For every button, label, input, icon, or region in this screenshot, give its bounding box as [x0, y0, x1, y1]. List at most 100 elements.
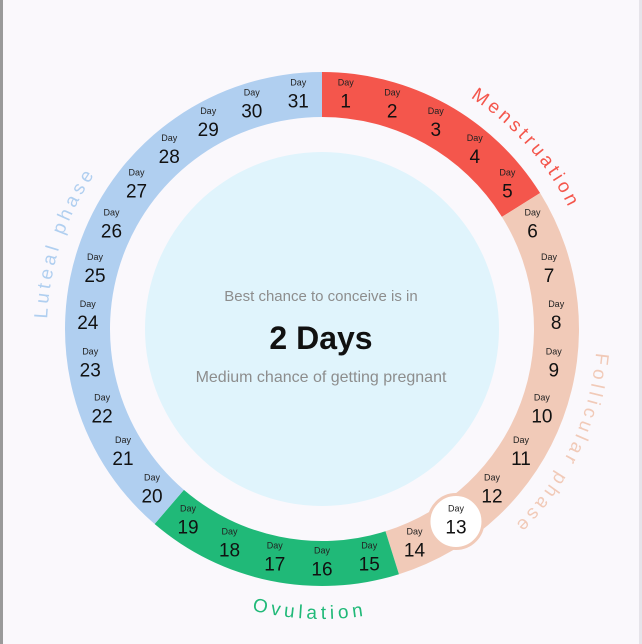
day-marker-31[interactable]: Day 31	[288, 78, 309, 113]
phase-segment-follicular	[385, 193, 579, 575]
day-marker-14[interactable]: Day 14	[404, 526, 426, 561]
day-marker-19[interactable]: Day 19	[177, 503, 198, 538]
day-marker-20[interactable]: Day 20	[141, 473, 162, 508]
day-prefix-label: Day	[161, 133, 178, 143]
day-prefix-label: Day	[267, 541, 284, 551]
day-number: 19	[177, 517, 198, 538]
day-number: 5	[502, 181, 513, 202]
day-number: 16	[311, 560, 332, 581]
day-prefix-label: Day	[513, 435, 530, 445]
day-number: 23	[80, 361, 101, 382]
day-prefix-label: Day	[94, 392, 111, 402]
day-prefix-label: Day	[103, 208, 120, 218]
day-prefix-label: Day	[80, 299, 97, 309]
day-prefix-label: Day	[548, 299, 565, 309]
day-marker-4[interactable]: Day 4	[467, 133, 484, 168]
center-bottom-text: Medium chance of getting pregnant	[195, 369, 447, 386]
day-marker-27[interactable]: Day 27	[126, 167, 147, 202]
phase-segment-menstruation	[322, 72, 541, 217]
day-number: 17	[264, 555, 285, 576]
day-prefix-label: Day	[525, 208, 542, 218]
day-number: 3	[431, 120, 442, 141]
day-prefix-label: Day	[338, 78, 355, 88]
day-marker-22[interactable]: Day 22	[92, 392, 113, 427]
day-number: 20	[141, 487, 162, 508]
day-marker-21[interactable]: Day 21	[112, 435, 133, 470]
day-number: 11	[511, 449, 531, 470]
day-prefix-label: Day	[144, 473, 161, 483]
day-prefix-label: Day	[499, 167, 516, 177]
day-marker-6[interactable]: Day 6	[525, 208, 542, 243]
center-top-text: Best chance to conceive is in	[224, 288, 418, 305]
day-marker-23[interactable]: Day 23	[80, 347, 101, 382]
day-marker-8[interactable]: Day 8	[548, 299, 565, 334]
day-marker-17[interactable]: Day 17	[264, 541, 285, 576]
selected-day-indicator	[427, 492, 485, 550]
day-marker-13[interactable]: Day 13	[427, 492, 485, 550]
phase-label-ovulation: Ovulation	[251, 595, 368, 624]
day-marker-5[interactable]: Day 5	[499, 167, 516, 202]
day-prefix-label: Day	[244, 87, 261, 97]
window-left-edge	[0, 0, 3, 644]
day-marker-29[interactable]: Day 29	[198, 106, 219, 141]
day-marker-11[interactable]: Day 11	[511, 435, 531, 470]
day-marker-26[interactable]: Day 26	[101, 208, 122, 243]
day-number: 6	[527, 222, 538, 243]
day-marker-2[interactable]: Day 2	[384, 87, 401, 122]
day-number: 10	[531, 406, 552, 427]
day-marker-1[interactable]: Day 1	[338, 78, 355, 113]
day-prefix-label: Day	[222, 526, 239, 536]
day-prefix-label: Day	[200, 106, 217, 116]
day-prefix-label: Day	[314, 546, 331, 556]
day-number: 14	[404, 540, 426, 561]
day-number: 12	[481, 487, 502, 508]
day-marker-15[interactable]: Day 15	[359, 541, 380, 576]
day-prefix-label: Day	[546, 347, 563, 357]
day-marker-3[interactable]: Day 3	[428, 106, 445, 141]
day-prefix-label: Day	[484, 473, 501, 483]
day-marker-25[interactable]: Day 25	[84, 252, 105, 287]
day-marker-24[interactable]: Day 24	[77, 299, 99, 334]
day-marker-9[interactable]: Day 9	[546, 347, 563, 382]
day-number: 8	[551, 313, 562, 334]
day-prefix-label: Day	[541, 252, 558, 262]
day-prefix-label: Day	[180, 503, 197, 513]
day-number: 21	[112, 449, 133, 470]
day-number: 9	[549, 361, 560, 382]
day-number: 22	[92, 406, 113, 427]
day-prefix-label: Day	[115, 435, 132, 445]
center-disc	[145, 152, 499, 506]
window-right-edge	[639, 0, 642, 644]
day-marker-16[interactable]: Day 16	[311, 546, 332, 581]
day-number: 29	[198, 120, 219, 141]
days-countdown: 2 Days	[269, 320, 373, 356]
phase-segment-ovulation	[154, 489, 399, 586]
day-number: 13	[445, 517, 466, 538]
day-prefix-label: Day	[384, 87, 401, 97]
day-marker-30[interactable]: Day 30	[241, 87, 262, 122]
day-number: 18	[219, 540, 240, 561]
day-prefix-label: Day	[361, 541, 378, 551]
day-prefix-label: Day	[428, 106, 445, 116]
day-number: 24	[77, 313, 99, 334]
day-marker-28[interactable]: Day 28	[159, 133, 180, 168]
phase-segment-luteal	[64, 72, 322, 525]
day-number: 15	[359, 555, 380, 576]
day-prefix-label: Day	[406, 526, 423, 536]
day-marker-12[interactable]: Day 12	[481, 473, 502, 508]
day-number: 31	[288, 92, 309, 113]
day-number: 27	[126, 181, 147, 202]
day-marker-18[interactable]: Day 18	[219, 526, 240, 561]
day-marker-7[interactable]: Day 7	[541, 252, 558, 287]
day-number: 26	[101, 222, 122, 243]
day-prefix-label: Day	[467, 133, 484, 143]
day-prefix-label: Day	[82, 347, 99, 357]
day-prefix-label: Day	[534, 392, 551, 402]
day-number: 1	[340, 92, 351, 113]
day-number: 28	[159, 147, 180, 168]
day-number: 2	[387, 101, 398, 122]
day-number: 4	[469, 147, 480, 168]
day-prefix-label: Day	[448, 503, 465, 513]
day-marker-10[interactable]: Day 10	[531, 392, 552, 427]
day-prefix-label: Day	[87, 252, 104, 262]
